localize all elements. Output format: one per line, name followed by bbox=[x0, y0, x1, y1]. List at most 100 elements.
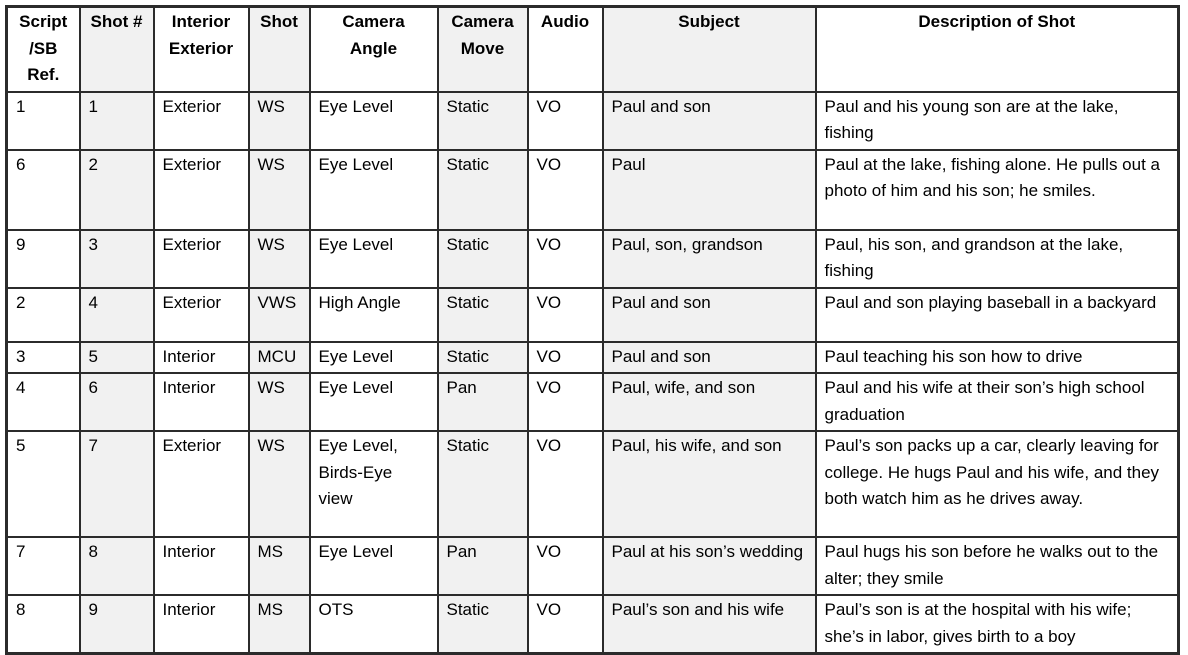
cell-camera-move: Pan bbox=[436, 372, 529, 432]
column-header-description: Description of Shot bbox=[814, 5, 1180, 93]
cell-script-sb-ref: 2 bbox=[5, 286, 81, 343]
cell-shot-number: 1 bbox=[78, 90, 155, 151]
table-row: 3 5 Interior MCU Eye Level Static VO Paul and s… bbox=[5, 340, 1180, 374]
cell-shot-number: 7 bbox=[78, 430, 155, 538]
table-row: 4 6 Interior WS Eye Level Pan VO Paul, wife, an… bbox=[5, 372, 1180, 432]
table-row: 7 8 Interior MS Eye Level Pan VO Paul at his so… bbox=[5, 536, 1180, 596]
cell-description: Paul and his wife at their son’s high sc… bbox=[814, 372, 1180, 432]
cell-description: Paul at the lake, fishing alone. He pull… bbox=[814, 148, 1180, 231]
cell-subject: Paul at his son’s wedding bbox=[601, 536, 817, 596]
cell-interior-exterior: Interior bbox=[152, 372, 250, 432]
cell-subject: Paul, his wife, and son bbox=[601, 430, 817, 538]
cell-shot: MCU bbox=[247, 340, 311, 374]
shot-list-table: Script /SB Ref. Shot # Interior Exterior Sh… bbox=[5, 5, 1180, 655]
cell-audio: VO bbox=[526, 286, 604, 343]
cell-description: Paul and son playing baseball in a backy… bbox=[814, 286, 1180, 343]
cell-shot: WS bbox=[247, 228, 311, 289]
cell-script-sb-ref: 8 bbox=[5, 594, 81, 655]
column-header-camera-move: Camera Move bbox=[436, 5, 529, 93]
cell-subject: Paul, wife, and son bbox=[601, 372, 817, 432]
cell-shot: WS bbox=[247, 148, 311, 231]
cell-camera-angle: Eye Level bbox=[308, 148, 439, 231]
cell-audio: VO bbox=[526, 594, 604, 655]
cell-script-sb-ref: 1 bbox=[5, 90, 81, 151]
cell-script-sb-ref: 5 bbox=[5, 430, 81, 538]
cell-camera-move: Static bbox=[436, 594, 529, 655]
cell-description: Paul and his young son are at the lake, … bbox=[814, 90, 1180, 151]
cell-interior-exterior: Interior bbox=[152, 536, 250, 596]
cell-script-sb-ref: 7 bbox=[5, 536, 81, 596]
cell-camera-move: Static bbox=[436, 228, 529, 289]
cell-shot-number: 6 bbox=[78, 372, 155, 432]
cell-subject: Paul’s son and his wife bbox=[601, 594, 817, 655]
cell-audio: VO bbox=[526, 90, 604, 151]
cell-interior-exterior: Exterior bbox=[152, 228, 250, 289]
cell-camera-angle: Eye Level bbox=[308, 340, 439, 374]
cell-camera-angle: Eye Level bbox=[308, 228, 439, 289]
column-header-shot: Shot bbox=[247, 5, 311, 93]
cell-audio: VO bbox=[526, 228, 604, 289]
cell-interior-exterior: Exterior bbox=[152, 148, 250, 231]
cell-description: Paul, his son, and grandson at the lake,… bbox=[814, 228, 1180, 289]
cell-camera-angle: Eye Level, Birds-Eye view bbox=[308, 430, 439, 538]
cell-subject: Paul and son bbox=[601, 286, 817, 343]
cell-subject: Paul, son, grandson bbox=[601, 228, 817, 289]
cell-description: Paul hugs his son before he walks out to… bbox=[814, 536, 1180, 596]
cell-shot-number: 3 bbox=[78, 228, 155, 289]
cell-camera-move: Static bbox=[436, 90, 529, 151]
cell-shot: WS bbox=[247, 372, 311, 432]
cell-audio: VO bbox=[526, 430, 604, 538]
table-body: 1 1 Exterior WS Eye Level Static VO Paul and so… bbox=[5, 90, 1180, 655]
cell-camera-angle: OTS bbox=[308, 594, 439, 655]
cell-shot-number: 8 bbox=[78, 536, 155, 596]
cell-subject: Paul bbox=[601, 148, 817, 231]
cell-interior-exterior: Exterior bbox=[152, 286, 250, 343]
cell-description: Paul’s son packs up a car, clearly leavi… bbox=[814, 430, 1180, 538]
cell-camera-move: Static bbox=[436, 148, 529, 231]
cell-script-sb-ref: 6 bbox=[5, 148, 81, 231]
cell-description: Paul’s son is at the hospital with his w… bbox=[814, 594, 1180, 655]
cell-shot-number: 4 bbox=[78, 286, 155, 343]
cell-camera-angle: High Angle bbox=[308, 286, 439, 343]
cell-camera-move: Static bbox=[436, 340, 529, 374]
cell-interior-exterior: Exterior bbox=[152, 90, 250, 151]
column-header-interior-exterior: Interior Exterior bbox=[152, 5, 250, 93]
cell-subject: Paul and son bbox=[601, 90, 817, 151]
cell-camera-move: Static bbox=[436, 430, 529, 538]
cell-description: Paul teaching his son how to drive bbox=[814, 340, 1180, 374]
header-row: Script /SB Ref. Shot # Interior Exterior Sh… bbox=[5, 5, 1180, 93]
cell-shot: WS bbox=[247, 430, 311, 538]
cell-shot: MS bbox=[247, 536, 311, 596]
cell-shot: VWS bbox=[247, 286, 311, 343]
table-header: Script /SB Ref. Shot # Interior Exterior Sh… bbox=[5, 5, 1180, 93]
cell-audio: VO bbox=[526, 372, 604, 432]
column-header-camera-angle: Camera Angle bbox=[308, 5, 439, 93]
cell-shot: MS bbox=[247, 594, 311, 655]
cell-camera-move: Pan bbox=[436, 536, 529, 596]
column-header-shot-number: Shot # bbox=[78, 5, 155, 93]
table-row: 9 3 Exterior WS Eye Level Static VO Paul, son, … bbox=[5, 228, 1180, 289]
table-row: 1 1 Exterior WS Eye Level Static VO Paul and so… bbox=[5, 90, 1180, 151]
cell-shot: WS bbox=[247, 90, 311, 151]
cell-interior-exterior: Exterior bbox=[152, 430, 250, 538]
cell-camera-angle: Eye Level bbox=[308, 90, 439, 151]
cell-script-sb-ref: 3 bbox=[5, 340, 81, 374]
table-row: 5 7 Exterior WS Eye Level, Birds-Eye view Sta… bbox=[5, 430, 1180, 538]
cell-audio: VO bbox=[526, 340, 604, 374]
table-row: 2 4 Exterior VWS High Angle Static VO Paul and … bbox=[5, 286, 1180, 343]
column-header-script-sb-ref: Script /SB Ref. bbox=[5, 5, 81, 93]
column-header-audio: Audio bbox=[526, 5, 604, 93]
table-row: 6 2 Exterior WS Eye Level Static VO Paul Paul at… bbox=[5, 148, 1180, 231]
cell-audio: VO bbox=[526, 536, 604, 596]
cell-shot-number: 2 bbox=[78, 148, 155, 231]
cell-script-sb-ref: 4 bbox=[5, 372, 81, 432]
cell-camera-angle: Eye Level bbox=[308, 372, 439, 432]
cell-script-sb-ref: 9 bbox=[5, 228, 81, 289]
cell-interior-exterior: Interior bbox=[152, 594, 250, 655]
cell-interior-exterior: Interior bbox=[152, 340, 250, 374]
cell-shot-number: 9 bbox=[78, 594, 155, 655]
cell-camera-move: Static bbox=[436, 286, 529, 343]
table-row: 8 9 Interior MS OTS Static VO Paul’s son and hi… bbox=[5, 594, 1180, 655]
cell-camera-angle: Eye Level bbox=[308, 536, 439, 596]
cell-audio: VO bbox=[526, 148, 604, 231]
